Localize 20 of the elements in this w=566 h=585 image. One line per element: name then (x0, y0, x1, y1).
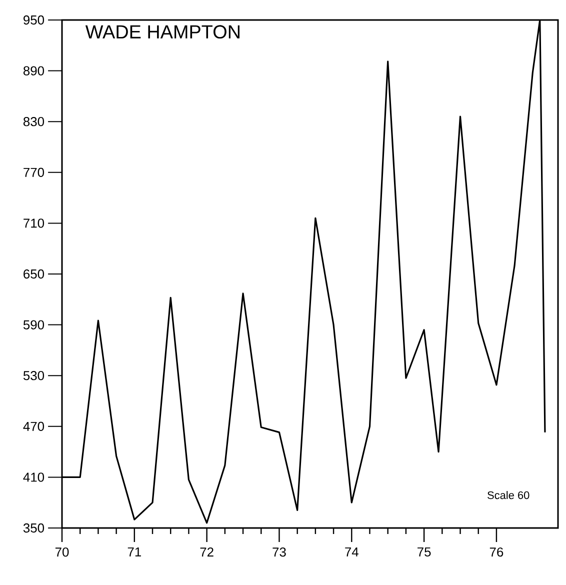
y-tick-label: 830 (23, 117, 44, 126)
y-tick-label: 710 (24, 218, 44, 228)
y-tick-label: 350 (23, 523, 44, 533)
y-tick-label: 950 (24, 15, 44, 25)
y-tick-label: 530 (23, 371, 44, 380)
x-tick-label: 73 (272, 547, 286, 557)
y-tick-label: 770 (24, 168, 44, 177)
x-tick-label: 76 (490, 547, 504, 557)
x-tick-label: 75 (418, 547, 431, 556)
x-tick-label: 70 (55, 547, 69, 557)
x-tick-label: 71 (128, 547, 141, 556)
chart-title: WADE HAMPTON (85, 25, 240, 39)
annotation: Scale 60 (488, 491, 530, 500)
y-tick-label: 650 (24, 269, 44, 279)
x-tick-label: 72 (200, 547, 214, 556)
y-tick-label: 470 (23, 422, 44, 431)
y-tick-label: 890 (23, 66, 44, 76)
y-tick-label: 590 (23, 320, 44, 330)
y-tick-label: 410 (23, 472, 44, 482)
x-tick-label: 74 (345, 547, 358, 556)
